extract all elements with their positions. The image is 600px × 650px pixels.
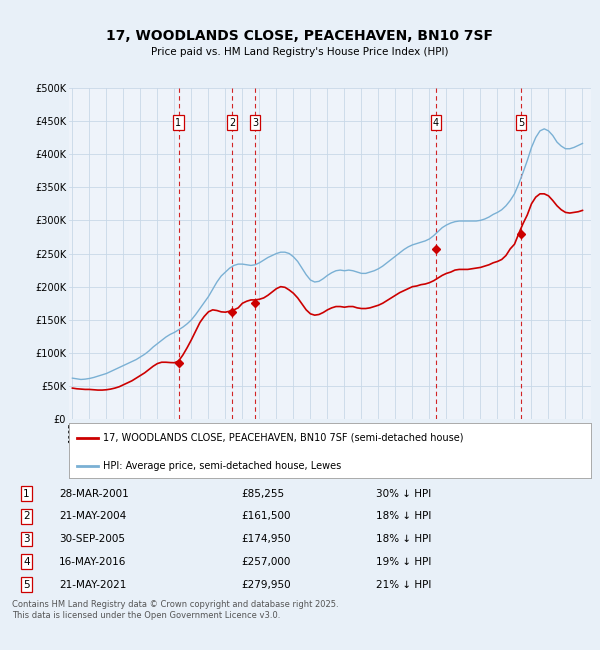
Text: Price paid vs. HM Land Registry's House Price Index (HPI): Price paid vs. HM Land Registry's House … bbox=[151, 47, 449, 57]
Text: 3: 3 bbox=[252, 118, 258, 127]
Text: 21-MAY-2004: 21-MAY-2004 bbox=[59, 512, 126, 521]
Text: 4: 4 bbox=[433, 118, 439, 127]
Text: 28-MAR-2001: 28-MAR-2001 bbox=[59, 489, 128, 499]
Text: £279,950: £279,950 bbox=[241, 580, 291, 590]
Text: HPI: Average price, semi-detached house, Lewes: HPI: Average price, semi-detached house,… bbox=[103, 461, 341, 471]
Text: 21-MAY-2021: 21-MAY-2021 bbox=[59, 580, 126, 590]
Text: £257,000: £257,000 bbox=[241, 557, 290, 567]
Text: 18% ↓ HPI: 18% ↓ HPI bbox=[376, 512, 432, 521]
Point bbox=[73, 462, 80, 469]
Text: 30-SEP-2005: 30-SEP-2005 bbox=[59, 534, 125, 544]
Text: 18% ↓ HPI: 18% ↓ HPI bbox=[376, 534, 432, 544]
Text: 19% ↓ HPI: 19% ↓ HPI bbox=[376, 557, 432, 567]
Text: £174,950: £174,950 bbox=[241, 534, 291, 544]
Text: 5: 5 bbox=[23, 580, 30, 590]
Point bbox=[94, 434, 101, 442]
Text: 16-MAY-2016: 16-MAY-2016 bbox=[59, 557, 126, 567]
Text: 2: 2 bbox=[229, 118, 235, 127]
Text: 1: 1 bbox=[175, 118, 182, 127]
Text: Contains HM Land Registry data © Crown copyright and database right 2025.
This d: Contains HM Land Registry data © Crown c… bbox=[12, 601, 338, 620]
Text: £161,500: £161,500 bbox=[241, 512, 291, 521]
Point bbox=[73, 434, 80, 442]
Text: 2: 2 bbox=[23, 512, 30, 521]
Text: 5: 5 bbox=[518, 118, 524, 127]
Point bbox=[94, 462, 101, 469]
Text: £85,255: £85,255 bbox=[241, 489, 284, 499]
Text: 3: 3 bbox=[23, 534, 30, 544]
Text: 1: 1 bbox=[23, 489, 30, 499]
Text: 17, WOODLANDS CLOSE, PEACEHAVEN, BN10 7SF: 17, WOODLANDS CLOSE, PEACEHAVEN, BN10 7S… bbox=[107, 29, 493, 43]
Text: 21% ↓ HPI: 21% ↓ HPI bbox=[376, 580, 432, 590]
Text: 17, WOODLANDS CLOSE, PEACEHAVEN, BN10 7SF (semi-detached house): 17, WOODLANDS CLOSE, PEACEHAVEN, BN10 7S… bbox=[103, 433, 463, 443]
Text: 30% ↓ HPI: 30% ↓ HPI bbox=[376, 489, 431, 499]
Text: 4: 4 bbox=[23, 557, 30, 567]
